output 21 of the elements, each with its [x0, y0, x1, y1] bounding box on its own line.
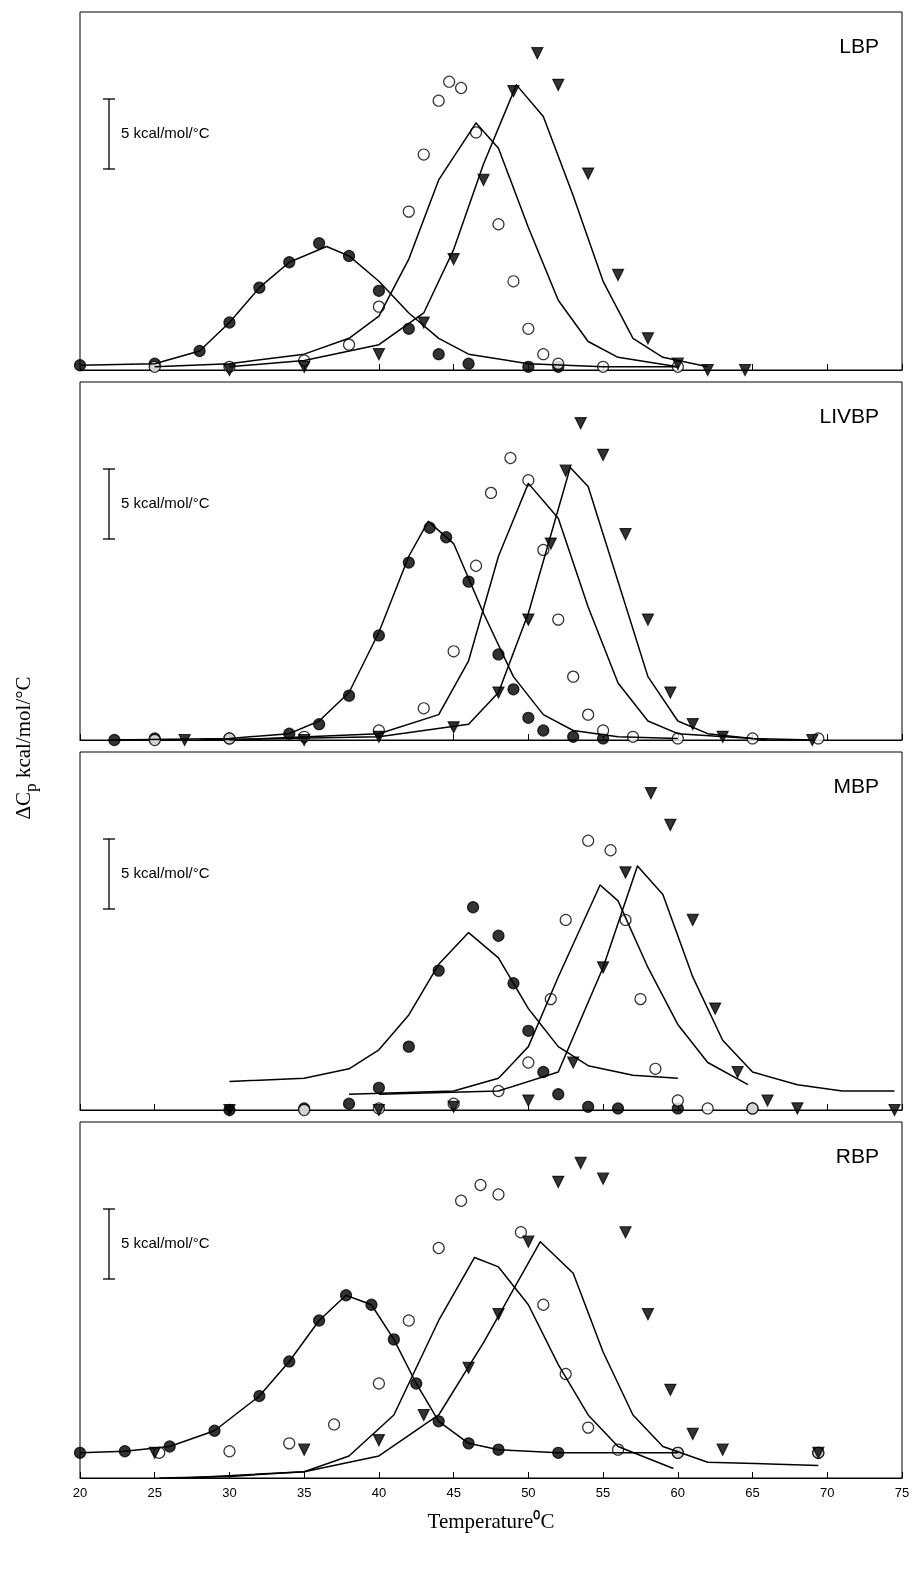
- x-axis-title: Temperature⁰C: [427, 1508, 555, 1533]
- x-tick-label: 30: [222, 1485, 237, 1500]
- x-tick-label: 55: [595, 1485, 611, 1500]
- chart-title: RBP: [835, 1144, 880, 1167]
- chart-title: LBP: [839, 34, 880, 57]
- x-tick-label: 25: [147, 1485, 162, 1500]
- x-tick-label: 45: [446, 1485, 461, 1500]
- chart-title: LIVBP: [819, 404, 880, 427]
- annotation: 5 kcal/mol/°C: [121, 494, 210, 511]
- x-tick-label: 70: [820, 1485, 835, 1500]
- x-tick-label: 50: [521, 1485, 536, 1500]
- x-tick-label: 20: [72, 1485, 88, 1500]
- x-tick-label: 75: [894, 1485, 910, 1500]
- x-tick-label: 40: [371, 1485, 387, 1500]
- annotation: 5 kcal/mol/°C: [121, 1234, 210, 1251]
- x-tick-label: 35: [296, 1485, 312, 1500]
- annotation: 5 kcal/mol/°C: [121, 864, 210, 881]
- annotation: 5 kcal/mol/°C: [121, 124, 210, 141]
- x-tick-label: 65: [745, 1485, 760, 1500]
- x-tick-label: 60: [670, 1485, 686, 1500]
- chart-title: MBP: [833, 774, 880, 797]
